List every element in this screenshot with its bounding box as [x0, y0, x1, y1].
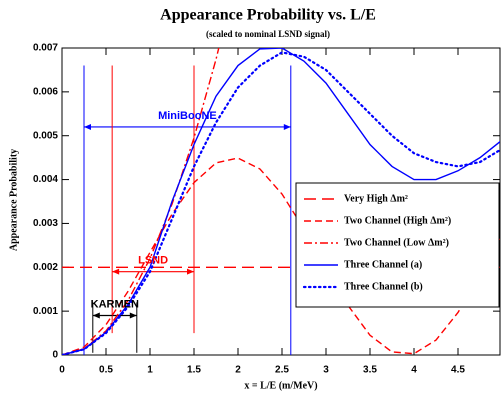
chart-subtitle: (scaled to nominal LSND signal): [206, 29, 330, 39]
series-line: [62, 157, 500, 355]
arrow-head: [112, 268, 120, 275]
y-tick-label: 0.003: [33, 218, 58, 229]
legend-label: Very High Δm²: [344, 193, 408, 204]
y-axis-label: Appearance Probability: [8, 149, 19, 251]
y-tick-label: 0.001: [33, 306, 58, 317]
chart-title: Appearance Probability vs. L/E: [160, 7, 376, 24]
y-tick-label: 0.002: [33, 262, 58, 273]
range-label: KARMEN: [91, 298, 139, 310]
arrow-head: [92, 312, 100, 319]
x-tick-label: 4.5: [451, 365, 465, 376]
legend-label: Three Channel (a): [344, 259, 422, 270]
x-tick-label: 1.5: [187, 365, 201, 376]
arrow-head: [84, 123, 91, 130]
x-tick-label: 0: [59, 365, 65, 376]
y-tick-label: 0.006: [33, 86, 58, 97]
plot-area: [62, 48, 500, 355]
x-tick-label: 3.5: [363, 365, 377, 376]
x-tick-label: 2: [235, 365, 241, 376]
legend-label: Three Channel (b): [344, 281, 423, 292]
arrow-head: [283, 123, 291, 130]
x-axis-label: x = L/E (m/MeV): [244, 380, 317, 391]
x-tick-label: 0.5: [99, 365, 113, 376]
series-line: [62, 48, 500, 355]
legend-label: Two Channel (Low Δm²): [344, 237, 449, 248]
y-tick-label: 0: [52, 350, 58, 361]
x-tick-label: 2.5: [275, 365, 289, 376]
legend-label: Two Channel (High Δm²): [344, 215, 451, 226]
arrow-head: [187, 268, 194, 275]
x-tick-label: 4: [411, 365, 417, 376]
y-tick-label: 0.004: [33, 174, 58, 185]
y-tick-label: 0.005: [33, 130, 58, 141]
range-label: LSND: [138, 255, 168, 267]
range-label: MiniBooNE: [158, 110, 217, 122]
y-tick-label: 0.007: [33, 43, 58, 54]
x-tick-label: 1: [147, 365, 153, 376]
arrow-head: [129, 312, 137, 319]
series-line: [62, 51, 500, 355]
x-tick-label: 3: [323, 365, 329, 376]
